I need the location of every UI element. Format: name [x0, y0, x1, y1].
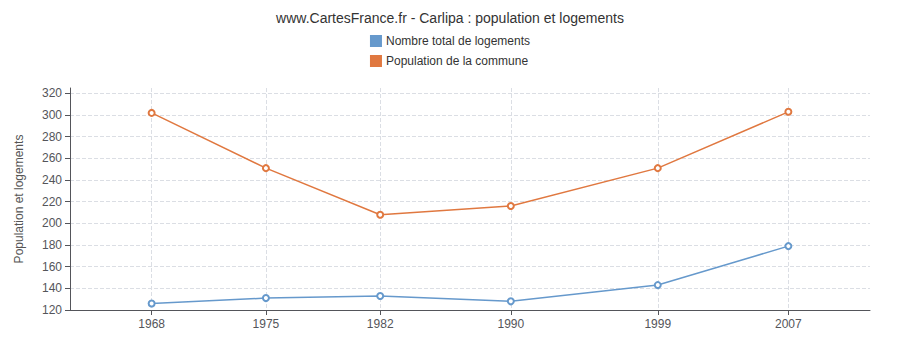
- svg-text:Population et logements: Population et logements: [12, 135, 26, 264]
- svg-text:120: 120: [42, 303, 62, 317]
- svg-text:160: 160: [42, 260, 62, 274]
- svg-text:320: 320: [42, 86, 62, 100]
- svg-text:Nombre total de logements: Nombre total de logements: [386, 34, 530, 48]
- svg-text:140: 140: [42, 281, 62, 295]
- svg-text:280: 280: [42, 130, 62, 144]
- svg-text:260: 260: [42, 151, 62, 165]
- svg-text:180: 180: [42, 238, 62, 252]
- svg-text:Population de la commune: Population de la commune: [386, 54, 528, 68]
- svg-text:200: 200: [42, 216, 62, 230]
- svg-text:300: 300: [42, 108, 62, 122]
- svg-text:240: 240: [42, 173, 62, 187]
- svg-text:1982: 1982: [367, 317, 394, 331]
- svg-text:1990: 1990: [497, 317, 524, 331]
- svg-text:www.CartesFrance.fr - Carlipa: www.CartesFrance.fr - Carlipa : populati…: [275, 10, 624, 26]
- svg-text:2007: 2007: [775, 317, 802, 331]
- svg-text:1968: 1968: [138, 317, 165, 331]
- svg-text:1999: 1999: [644, 317, 671, 331]
- svg-text:1975: 1975: [253, 317, 280, 331]
- svg-text:220: 220: [42, 195, 62, 209]
